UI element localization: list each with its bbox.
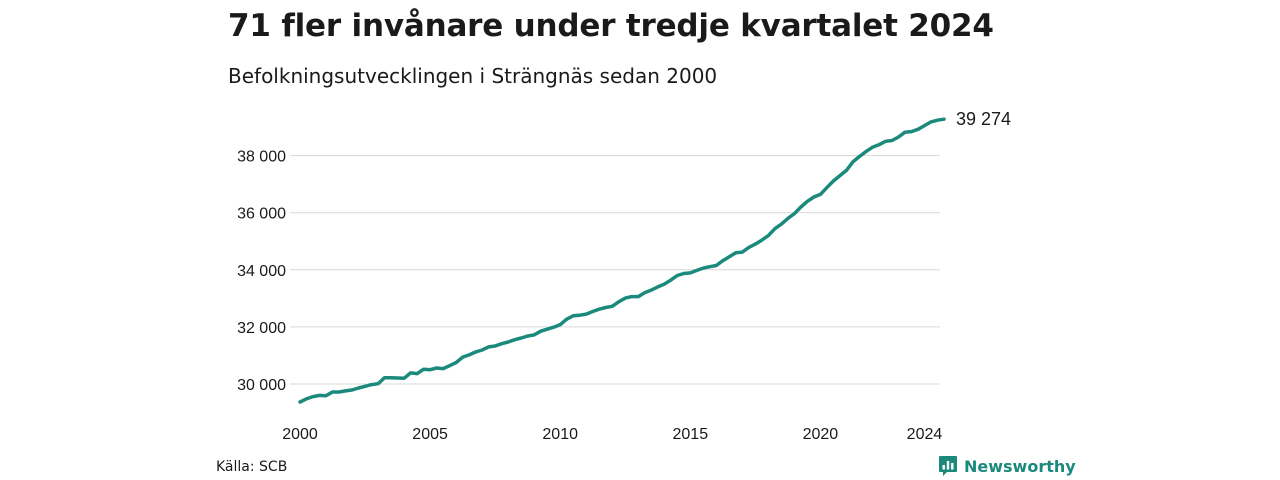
y-tick-label: 38 000 xyxy=(237,149,286,166)
x-tick-label: 2024 xyxy=(907,426,943,443)
x-axis-tick-labels: 2000 2005 2010 2015 2020 2024 xyxy=(282,426,942,443)
end-value-label: 39 274 xyxy=(956,109,1011,129)
chart-subtitle: Befolkningsutvecklingen i Strängnäs seda… xyxy=(228,64,718,88)
y-tick-label: 34 000 xyxy=(237,263,286,280)
y-tick-label: 32 000 xyxy=(237,320,286,337)
brand-name: Newsworthy xyxy=(964,456,1076,476)
chart-title: 71 fler invånare under tredje kvartalet … xyxy=(228,8,994,44)
newsworthy-logo-icon xyxy=(939,456,957,476)
x-tick-label: 2000 xyxy=(282,426,318,443)
brand-logo[interactable]: Newsworthy xyxy=(938,455,1076,477)
x-tick-label: 2010 xyxy=(542,426,578,443)
x-tick-label: 2015 xyxy=(673,426,709,443)
x-tick-label: 2005 xyxy=(412,426,448,443)
x-tick-label: 2020 xyxy=(803,426,839,443)
y-tick-label: 36 000 xyxy=(237,206,286,223)
grid-lines xyxy=(290,155,940,385)
end-label-group: 39 274 xyxy=(956,109,1011,129)
y-axis-tick-labels: 30 000 32 000 34 000 36 000 38 000 xyxy=(237,149,286,394)
source-note: Källa: SCB xyxy=(216,459,288,475)
series-group xyxy=(298,117,946,404)
series-line xyxy=(298,117,946,404)
y-tick-label: 30 000 xyxy=(237,377,286,394)
